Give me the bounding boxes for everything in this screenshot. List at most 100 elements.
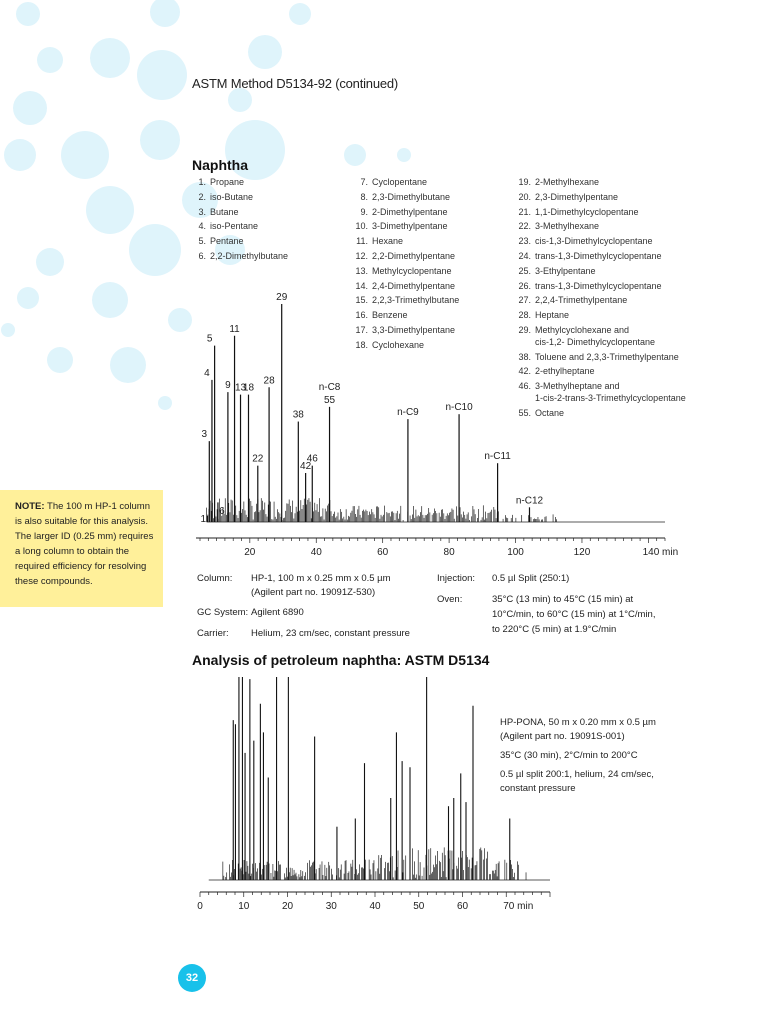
- decorative-bubble: [158, 396, 172, 410]
- legend-item-name: Toluene and 2,3,3-Trimethylpentane: [535, 351, 679, 362]
- legend-item: 20. 2,3-Dimethylpentane: [509, 190, 686, 205]
- peak-label: n-C10: [445, 402, 473, 413]
- legend-item-number: 3.: [198, 206, 206, 217]
- x-tick-label: 60: [457, 901, 469, 912]
- legend-item: 13. Methylcyclopentane: [348, 264, 459, 279]
- legend-item-number: 29.: [518, 324, 531, 335]
- page-header: ASTM Method D5134-92 (continued): [192, 76, 399, 91]
- legend-item-name: iso-Pentane: [210, 221, 259, 232]
- analysis-conditions: HP-PONA, 50 m x 0.20 mm x 0.5 µm (Agilen…: [500, 716, 656, 801]
- legend-item-continuation: cis-1,2- Dimethylcyclopentane: [535, 336, 656, 347]
- legend-item: 1. Propane: [192, 175, 288, 190]
- compound-legend-column-2: 7. Cyclopentane 8. 2,3-Dimethylbutane 9. 2-Di…: [348, 175, 459, 353]
- legend-item: 2. iso-Butane: [192, 190, 288, 205]
- legend-item-name: trans-1,3-Dimethylcyclopentane: [535, 280, 662, 291]
- legend-item-number: 7.: [360, 177, 368, 187]
- legend-item-number: 22.: [518, 221, 531, 232]
- x-tick-label: 80: [444, 547, 456, 558]
- legend-item-name: Propane: [210, 177, 245, 187]
- decorative-bubble: [215, 235, 245, 265]
- decorative-bubble: [168, 308, 192, 332]
- legend-item-name: 3-Ethylpentane: [535, 265, 596, 276]
- note-text: The 100 m HP-1 column is also suitable f…: [15, 501, 154, 587]
- legend-item: 29. Methylcyclohexane and: [509, 323, 686, 338]
- legend-item: 5. Pentane: [192, 234, 288, 249]
- legend-item: 7. Cyclopentane: [348, 175, 459, 190]
- legend-item-name: 2,2-Dimethylbutane: [210, 250, 289, 261]
- legend-item-name: Pentane: [210, 236, 244, 247]
- decorative-bubble: [16, 2, 40, 26]
- decorative-bubble: [248, 35, 282, 69]
- legend-item: 27. 2,2,4-Trimethylpentane: [509, 293, 686, 308]
- legend-item-name: 2-Methylhexane: [535, 177, 600, 187]
- legend-item-name: 3-Methylheptane and: [535, 381, 620, 392]
- decorative-bubble: [47, 347, 73, 373]
- decorative-bubble: [289, 3, 311, 25]
- legend-item-name: 2,3-Dimethylbutane: [372, 191, 451, 202]
- x-tick-label: 30: [326, 901, 338, 912]
- column-spec-line-2: (Agilent part no. 19091S-001): [500, 731, 625, 742]
- x-tick-label: 10: [238, 901, 250, 912]
- legend-item: 17. 3,3-Dimethylpentane: [348, 323, 459, 338]
- section-title-naphtha: Naphtha: [192, 157, 248, 173]
- legend-item: 21. 1,1-Dimethylcyclopentane: [509, 205, 686, 220]
- peak-label: 46: [307, 454, 319, 465]
- legend-item-number: 20.: [518, 191, 531, 202]
- decorative-bubble: [228, 88, 252, 112]
- legend-item-number: 27.: [518, 295, 531, 306]
- legend-item-number: 13.: [355, 265, 368, 276]
- legend-item: 23. cis-1,3-Dimethylcyclopentane: [509, 234, 686, 249]
- peak-label: 4: [204, 368, 210, 379]
- legend-item: 25. 3-Ethylpentane: [509, 264, 686, 279]
- decorative-bubble: [110, 347, 146, 383]
- legend-item: 22. 3-Methylhexane: [509, 219, 686, 234]
- legend-item-name: Methylcyclopentane: [372, 265, 452, 276]
- peak-label: n-C11: [484, 451, 511, 462]
- legend-item-number: 38.: [518, 351, 531, 362]
- legend-item: 3. Butane: [192, 205, 288, 220]
- x-tick-label: 40: [369, 901, 381, 912]
- legend-item-number: 1.: [198, 177, 206, 187]
- legend-item-name: Cyclopentane: [372, 177, 428, 187]
- legend-item-number: 18.: [355, 339, 368, 350]
- peak-label: 5: [207, 334, 213, 345]
- decorative-bubble: [140, 120, 180, 160]
- legend-item-number: 28.: [518, 310, 531, 321]
- legend-item-name: Cyclohexane: [372, 339, 425, 350]
- legend-item: 24. trans-1,3-Dimethylcyclopentane: [509, 249, 686, 264]
- peak-label: 42: [300, 461, 312, 472]
- legend-item-number: 23.: [518, 236, 531, 247]
- legend-item: 6. 2,2-Dimethylbutane: [192, 249, 288, 264]
- x-tick-label: 20: [282, 901, 294, 912]
- decorative-bubble: [344, 144, 366, 166]
- legend-item-name: Octane: [535, 407, 565, 418]
- decorative-bubble: [61, 131, 109, 179]
- peak-label: 6: [219, 506, 225, 517]
- legend-item-name: cis-1,3-Dimethylcyclopentane: [535, 236, 653, 247]
- legend-item: 19. 2-Methylhexane: [509, 175, 686, 190]
- legend-item-number: 26.: [518, 280, 531, 291]
- x-tick-label: 120: [574, 547, 591, 558]
- legend-item-name: Heptane: [535, 310, 570, 321]
- legend-item-number: 16.: [355, 310, 368, 321]
- temperature-program: 35°C (30 min), 2°C/min to 200°C: [500, 750, 638, 761]
- legend-item-number: 6.: [198, 250, 206, 261]
- decorative-bubble: [150, 0, 180, 27]
- legend-item-number: 42.: [518, 366, 531, 377]
- legend-item-name: iso-Butane: [210, 191, 254, 202]
- legend-item-name: 3-Methylhexane: [535, 221, 600, 232]
- legend-item-name: Butane: [210, 206, 239, 217]
- legend-item-name: Benzene: [372, 310, 408, 321]
- x-tick-label: 140 min: [643, 547, 679, 558]
- legend-item-name: 3-Dimethylpentane: [372, 221, 448, 232]
- x-tick-label: 50: [413, 901, 425, 912]
- legend-item: 15. 2,2,3-Trimethylbutane: [348, 293, 459, 308]
- peak-label: 29: [276, 292, 288, 303]
- legend-item-number: 21.: [518, 206, 531, 217]
- peak-label: 3: [202, 429, 208, 440]
- legend-item-number: 8.: [360, 191, 368, 202]
- legend-item: 42. 2-ethylheptane: [509, 364, 686, 379]
- x-tick-label: 60: [377, 547, 389, 558]
